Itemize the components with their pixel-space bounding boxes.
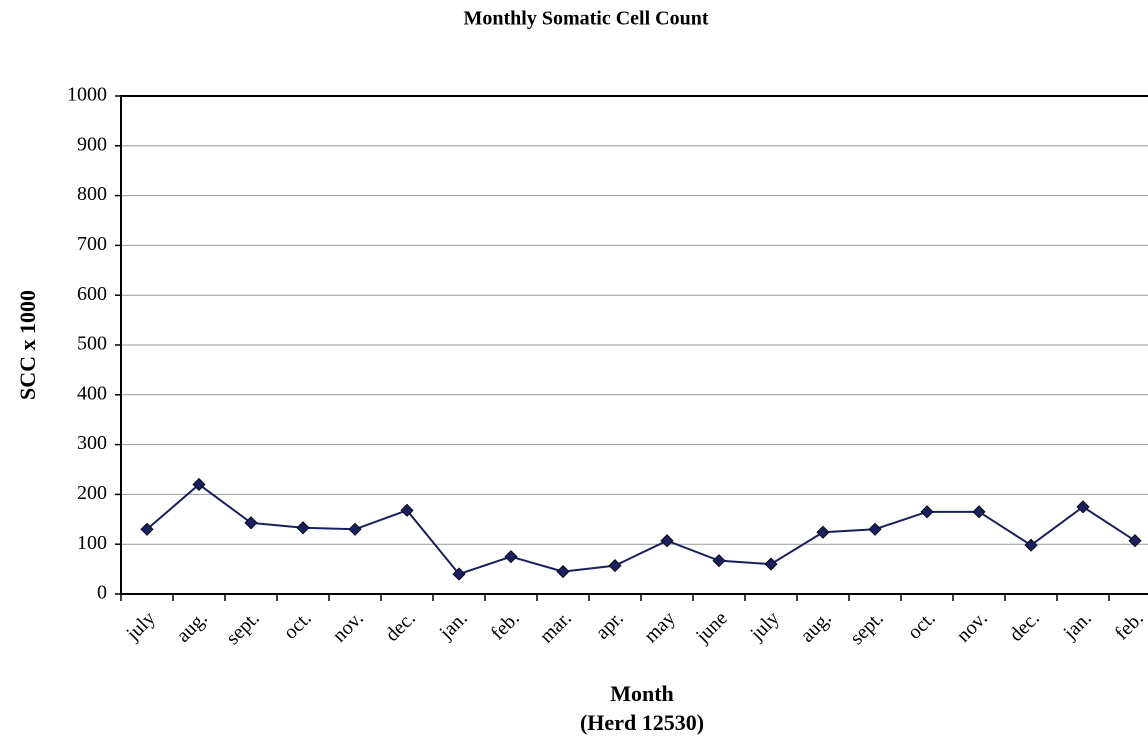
x-tick-label: nov. [952, 607, 991, 646]
data-point [192, 477, 206, 492]
data-point [296, 521, 310, 535]
x-tick-label: sept. [846, 607, 888, 649]
x-tick-label: oct. [903, 607, 939, 643]
x-tick-label: oct. [279, 607, 315, 643]
data-point [452, 567, 466, 581]
x-tick-label: jan. [435, 607, 472, 644]
data-point [816, 525, 830, 539]
data-point [348, 522, 362, 536]
y-tick-label: 700 [77, 233, 107, 255]
y-tick-label: 100 [77, 532, 107, 554]
x-tick-label: aug. [796, 607, 836, 647]
y-tick-label: 500 [77, 333, 107, 355]
data-line [146, 483, 1136, 576]
data-point [712, 554, 726, 568]
y-tick-label: 600 [77, 283, 107, 305]
data-point [1024, 538, 1038, 552]
x-tick-label: apr. [591, 607, 627, 643]
y-tick-label: 800 [77, 183, 107, 205]
x-tick-label: june [691, 607, 732, 648]
x-tick-label: feb. [487, 607, 524, 644]
y-axis-title: SCC x 1000 [15, 290, 40, 400]
x-tick-label: aug. [172, 607, 212, 647]
x-tick-label: nov. [328, 607, 367, 646]
data-point [400, 503, 414, 517]
data-point [244, 516, 258, 530]
data-point [764, 557, 778, 571]
data-point [556, 565, 570, 579]
data-point [1076, 500, 1090, 514]
x-tick-label: mar. [535, 607, 575, 647]
y-tick-label: 1000 [67, 84, 107, 106]
y-tick-label: 300 [77, 432, 107, 454]
x-tick-label: dec. [381, 607, 420, 646]
x-tick-label: jan. [1059, 607, 1096, 644]
y-tick-label: 900 [77, 133, 107, 155]
x-tick-label: dec. [1005, 607, 1044, 646]
data-point [972, 505, 986, 519]
data-point [140, 522, 154, 536]
x-tick-label: may [640, 607, 680, 647]
data-point [608, 559, 622, 573]
x-tick-label: july [122, 607, 160, 645]
x-tick-label: feb. [1111, 607, 1148, 644]
y-tick-label: 400 [77, 382, 107, 404]
chart-title: Monthly Somatic Cell Count [464, 8, 709, 30]
data-point [504, 550, 518, 564]
y-tick-label: 200 [77, 482, 107, 504]
data-point [1128, 534, 1142, 548]
data-point [660, 534, 674, 548]
plot-frame [120, 95, 1148, 595]
x-tick-label: july [746, 607, 784, 645]
y-tick-label: 0 [97, 582, 107, 604]
x-tick-label: sept. [222, 607, 264, 649]
x-axis-subtitle: (Herd 12530) [580, 710, 704, 735]
data-point [920, 505, 934, 519]
data-point [868, 522, 882, 536]
x-axis-title: Month [610, 681, 674, 706]
